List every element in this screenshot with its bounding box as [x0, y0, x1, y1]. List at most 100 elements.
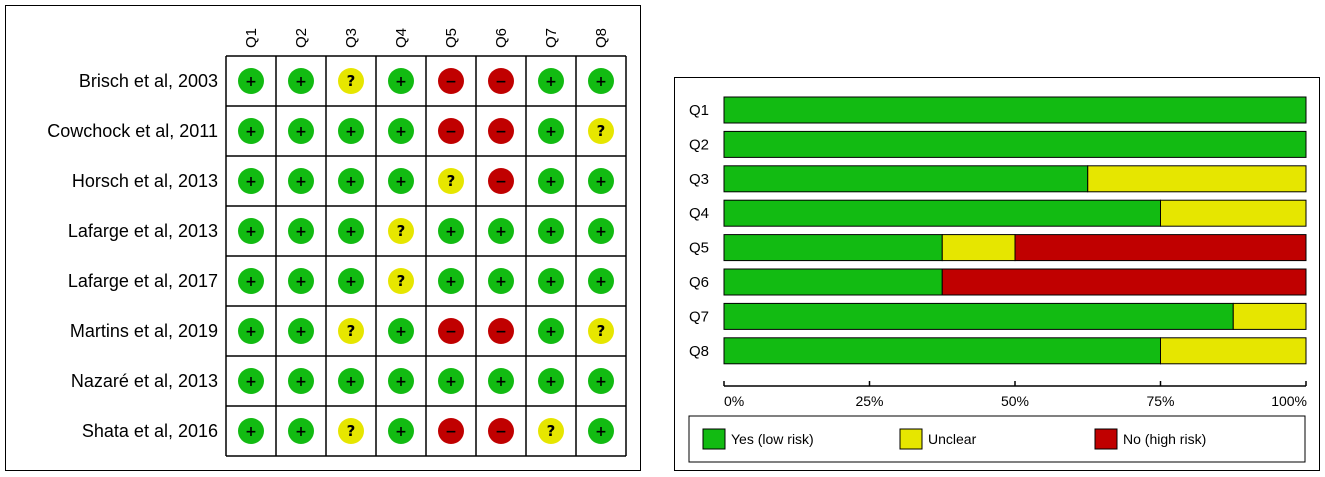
rating-symbol-yes: +	[395, 74, 407, 90]
column-header-q3: Q3	[343, 28, 360, 48]
rating-circle-no	[488, 418, 514, 444]
legend-box	[688, 415, 1306, 463]
rating-symbol-unclear: ?	[347, 72, 356, 90]
rating-circle-yes	[388, 68, 414, 94]
bar-segment-yes	[723, 199, 1161, 227]
rating-circle-yes	[288, 118, 314, 144]
rating-symbol-yes: +	[545, 174, 557, 190]
rating-circle-yes	[238, 368, 264, 394]
rating-symbol-no: −	[445, 74, 457, 90]
rating-circle-unclear	[438, 168, 464, 194]
rating-circle-yes	[488, 368, 514, 394]
rating-symbol-yes: +	[545, 374, 557, 390]
column-header-q6: Q6	[493, 28, 510, 48]
legend-label-yes: Yes (low risk)	[731, 431, 814, 447]
rating-circle-yes	[338, 218, 364, 244]
x-tick-label: 0%	[724, 393, 744, 409]
rating-circle-yes	[538, 268, 564, 294]
rating-circle-no	[438, 68, 464, 94]
rating-circle-yes	[388, 118, 414, 144]
bar-segment-no	[941, 268, 1307, 296]
rating-circle-no	[488, 318, 514, 344]
category-label-q4: Q4	[689, 205, 709, 222]
rating-symbol-no: −	[445, 324, 457, 340]
column-header-q4: Q4	[393, 28, 410, 48]
rating-symbol-yes: +	[295, 124, 307, 140]
rating-symbol-no: −	[495, 174, 507, 190]
rating-circle-unclear	[338, 418, 364, 444]
legend-label-no: No (high risk)	[1123, 431, 1206, 447]
bar-segment-unclear	[1087, 165, 1307, 193]
rating-circle-no	[488, 118, 514, 144]
bar-segment-unclear	[941, 234, 1016, 262]
rating-symbol-no: −	[495, 324, 507, 340]
rating-symbol-unclear: ?	[347, 322, 356, 340]
rating-symbol-no: −	[495, 124, 507, 140]
rating-circle-yes	[588, 168, 614, 194]
bar-segment-yes	[723, 130, 1307, 158]
rating-circle-no	[488, 168, 514, 194]
category-label-q8: Q8	[689, 343, 709, 360]
x-tick-label: 50%	[1001, 393, 1029, 409]
rating-symbol-yes: +	[395, 124, 407, 140]
rating-circle-yes	[288, 168, 314, 194]
rating-symbol-yes: +	[445, 224, 457, 240]
rating-symbol-no: −	[445, 424, 457, 440]
x-tick-label: 75%	[1146, 393, 1174, 409]
stacked-bar-chart-svg: Q1 Q2 Q3 Q4 Q5 Q6 Q7 Q8 0% 25% 50% 75% 100% Yes (low …	[688, 96, 1307, 463]
rating-circle-yes	[238, 318, 264, 344]
rating-circle-yes	[538, 218, 564, 244]
rating-circle-yes	[488, 218, 514, 244]
x-tick-label: 100%	[1271, 393, 1307, 409]
bar-segment-no	[1014, 234, 1307, 262]
rating-circle-yes	[338, 168, 364, 194]
bar-segment-yes	[723, 165, 1089, 193]
rating-symbol-unclear: ?	[347, 422, 356, 440]
rating-symbol-unclear: ?	[397, 222, 406, 240]
rating-symbol-yes: +	[595, 424, 607, 440]
bar-segment-unclear	[1160, 337, 1307, 365]
rating-symbol-unclear: ?	[447, 172, 456, 190]
rating-symbol-yes: +	[495, 274, 507, 290]
rating-symbol-yes: +	[295, 224, 307, 240]
legend-label-unclear: Unclear	[928, 431, 977, 447]
rating-symbol-yes: +	[345, 174, 357, 190]
column-header-q5: Q5	[443, 28, 460, 48]
rating-circle-yes	[588, 68, 614, 94]
rating-circle-no	[438, 418, 464, 444]
column-header-q8: Q8	[593, 28, 610, 48]
study-label: Horsch et al, 2013	[72, 171, 218, 191]
rating-symbol-yes: +	[245, 224, 257, 240]
rating-symbol-yes: +	[395, 174, 407, 190]
rating-circle-no	[438, 318, 464, 344]
rating-circle-yes	[288, 68, 314, 94]
rating-circle-yes	[238, 118, 264, 144]
rating-symbol-yes: +	[295, 274, 307, 290]
rating-circle-yes	[338, 268, 364, 294]
rating-circle-unclear	[388, 218, 414, 244]
rating-symbol-yes: +	[445, 274, 457, 290]
rating-circle-yes	[538, 168, 564, 194]
rating-circle-no	[438, 118, 464, 144]
rating-circle-yes	[338, 368, 364, 394]
rating-symbol-yes: +	[495, 374, 507, 390]
rating-symbol-yes: +	[545, 274, 557, 290]
rating-circle-unclear	[338, 68, 364, 94]
bar-segment-unclear	[1232, 302, 1307, 330]
legend-swatch-unclear	[899, 428, 923, 450]
column-header-q1: Q1	[243, 28, 260, 48]
rating-symbol-yes: +	[595, 274, 607, 290]
rating-circle-yes	[288, 218, 314, 244]
rating-circle-yes	[588, 218, 614, 244]
rating-symbol-yes: +	[595, 174, 607, 190]
rating-symbol-yes: +	[245, 124, 257, 140]
rating-circle-yes	[538, 368, 564, 394]
legend-swatch-no	[1094, 428, 1118, 450]
rating-circle-yes	[538, 318, 564, 344]
rating-symbol-yes: +	[245, 424, 257, 440]
rating-symbol-yes: +	[295, 374, 307, 390]
rating-circle-yes	[238, 268, 264, 294]
rating-circle-yes	[288, 368, 314, 394]
summary-table-svg: Q1 Q2 Q3 Q4 Q5 Q6 Q7 Q8 Brisch et al, 2003 Cowcho…	[47, 28, 627, 457]
rating-symbol-yes: +	[495, 224, 507, 240]
